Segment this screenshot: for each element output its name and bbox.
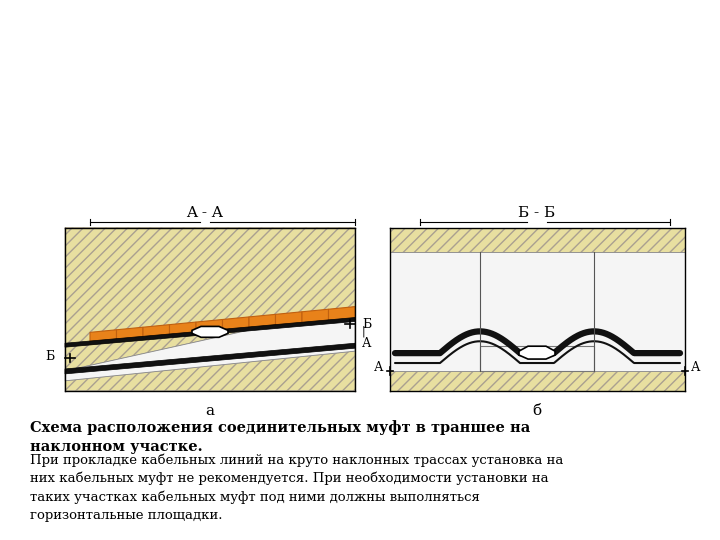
- Polygon shape: [65, 343, 355, 374]
- Polygon shape: [169, 322, 196, 336]
- Text: А: А: [374, 361, 383, 374]
- Polygon shape: [222, 317, 249, 332]
- Polygon shape: [480, 346, 594, 371]
- Polygon shape: [390, 371, 685, 391]
- Text: Б: Б: [362, 318, 372, 331]
- Polygon shape: [302, 309, 328, 323]
- Polygon shape: [328, 307, 355, 321]
- Polygon shape: [65, 351, 355, 391]
- Polygon shape: [249, 314, 276, 329]
- Polygon shape: [196, 320, 222, 334]
- Polygon shape: [192, 326, 228, 338]
- Polygon shape: [117, 327, 143, 342]
- Text: А: А: [362, 337, 372, 350]
- Polygon shape: [65, 318, 355, 347]
- Polygon shape: [276, 312, 302, 326]
- Text: |: |: [362, 326, 366, 337]
- Text: б: б: [532, 403, 541, 417]
- Text: При прокладке кабельных линий на круто наклонных трассах установка на
них кабель: При прокладке кабельных линий на круто н…: [30, 453, 563, 522]
- Text: Схема расположения соединительных муфт в траншее на
наклонном участке.: Схема расположения соединительных муфт в…: [30, 420, 530, 454]
- Polygon shape: [390, 227, 685, 252]
- Polygon shape: [390, 252, 685, 371]
- Polygon shape: [143, 325, 169, 339]
- Text: a: a: [205, 403, 215, 417]
- Polygon shape: [65, 227, 355, 371]
- Polygon shape: [65, 307, 355, 381]
- Text: A - A: A - A: [186, 206, 223, 220]
- Text: А: А: [691, 361, 701, 374]
- Text: Б - Б: Б - Б: [518, 206, 556, 220]
- Text: Б: Б: [46, 349, 55, 362]
- Polygon shape: [519, 346, 555, 359]
- Polygon shape: [90, 330, 117, 344]
